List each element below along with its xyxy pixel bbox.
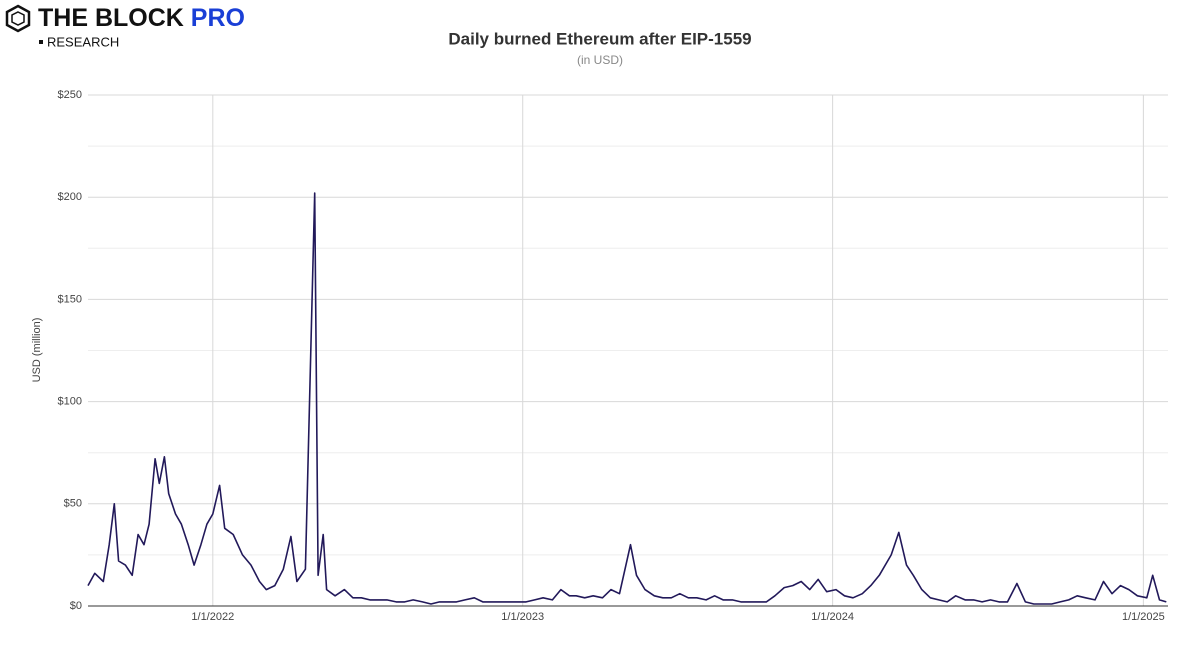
logo-tier: PRO xyxy=(191,4,245,32)
y-tick-label: $250 xyxy=(58,89,82,101)
logo-brand: THE BLOCK xyxy=(38,4,184,32)
logo-division: RESEARCH xyxy=(47,34,119,49)
logo-icon-inner xyxy=(11,11,25,26)
logo-bullet xyxy=(39,40,43,44)
y-tick-label: $50 xyxy=(64,498,82,510)
logo-text: THE BLOCK PRO xyxy=(38,4,245,32)
logo-icon xyxy=(5,4,31,33)
y-tick-label: $100 xyxy=(58,396,82,408)
chart-subtitle: (in USD) xyxy=(577,53,623,67)
x-tick-label: 1/1/2023 xyxy=(501,611,544,623)
line-series xyxy=(87,192,1167,605)
chart-title: Daily burned Ethereum after EIP-1559 xyxy=(448,29,751,48)
y-axis-label: USD (million) xyxy=(31,318,43,383)
logo: THE BLOCK PRO RESEARCH xyxy=(5,4,245,49)
x-tick-label: 1/1/2024 xyxy=(811,611,854,623)
x-tick-label: 1/1/2022 xyxy=(191,611,234,623)
y-tick-label: $150 xyxy=(58,293,82,305)
x-tick-label: 1/1/2025 xyxy=(1122,611,1165,623)
y-tick-label: $0 xyxy=(70,600,82,612)
y-tick-label: $200 xyxy=(58,191,82,203)
